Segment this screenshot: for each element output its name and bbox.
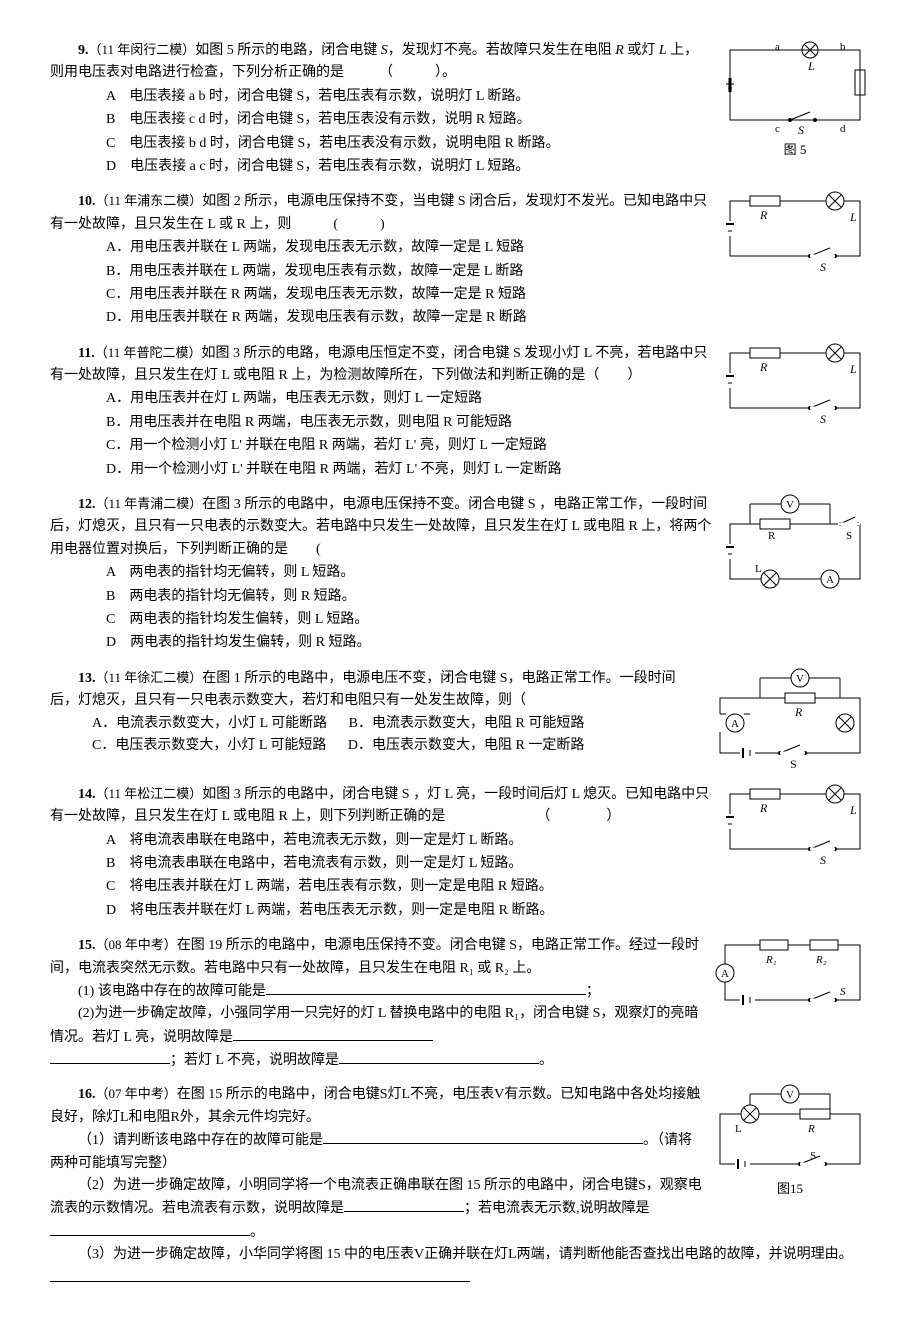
figure-q16: V L R S 图15	[710, 1084, 870, 1200]
svg-text:R: R	[768, 530, 776, 542]
svg-text:L: L	[849, 803, 857, 817]
label-c: c	[775, 123, 780, 135]
blank[interactable]	[50, 1267, 470, 1282]
q14-opt-D: D 将电压表并联在灯 L 两端，若电压表无示数，则一定是电阻 R 断路。	[106, 900, 870, 922]
svg-text:A: A	[721, 968, 729, 980]
question-11: R L S 11.（11 年普陀二模）如图 3 所示的电路，电源电压恒定不变，闭…	[50, 343, 870, 482]
figure-5: a b c d L R S 图 5	[720, 40, 870, 161]
blank[interactable]	[339, 1049, 539, 1064]
svg-text:R₁: R₁	[765, 954, 777, 966]
svg-text:R: R	[759, 360, 768, 374]
label-d: d	[840, 123, 846, 135]
q11-opt-D: D．用一个检测小灯 L' 并联在电阻 R 两端，若灯 L' 不亮，则灯 L 一定…	[106, 459, 870, 481]
svg-text:S: S	[810, 1150, 816, 1162]
blank[interactable]	[323, 1129, 643, 1144]
figure-q15: A R₁ R₂ S	[710, 935, 870, 1015]
svg-text:L: L	[735, 1123, 742, 1135]
q12-opt-D: D 两电表的指针均发生偏转，则 R 短路。	[106, 632, 870, 654]
label-L: L	[807, 59, 815, 73]
figure-q11: R L S	[720, 343, 870, 423]
question-15: A R₁ R₂ S 15.（08 年中考）在图 19 所示的电路中，电源电压保持…	[50, 935, 870, 1072]
blank[interactable]	[344, 1197, 464, 1212]
svg-text:L: L	[849, 210, 857, 224]
blank[interactable]	[50, 1221, 250, 1236]
q10-opt-C: C．用电压表并联在 R 两端，发现电压表无示数，故障一定是 R 短路	[106, 284, 870, 306]
label-a: a	[775, 41, 780, 53]
q10-opt-D: D．用电压表并联在 R 两端，发现电压表有示数，故障一定是 R 断路	[106, 307, 870, 329]
q13-opt-A: A．电流表示数变大，小灯 L 可能断路	[92, 713, 327, 735]
figure-15-caption: 图15	[710, 1179, 870, 1200]
svg-text:V: V	[786, 499, 794, 511]
label-S: S	[798, 123, 804, 137]
label-b: b	[840, 41, 846, 53]
question-9: a b c d L R S 图 5 9.（11 年闵行二模）如图 5 所示的电路…	[50, 40, 870, 179]
q13-opt-B: B．电流表示数变大，电阻 R 可能短路	[349, 713, 585, 735]
svg-text:R: R	[807, 1123, 815, 1135]
svg-text:A: A	[731, 718, 739, 730]
q13-opt-D: D．电压表示数变大，电阻 R 一定断路	[348, 735, 584, 757]
figure-q13: V R A S	[710, 668, 870, 768]
svg-text:S: S	[846, 530, 852, 542]
svg-text:V: V	[796, 673, 804, 685]
figure-q14: R L S	[720, 784, 870, 864]
label-R: R	[869, 74, 870, 88]
blank[interactable]	[266, 980, 586, 995]
q14-opt-C: C 将电压表并联在灯 L 两端，若电压表有示数，则一定是电阻 R 短路。	[106, 876, 870, 898]
blank[interactable]	[50, 1049, 170, 1064]
svg-text:R₂: R₂	[815, 954, 827, 966]
svg-text:L: L	[755, 563, 762, 575]
q16-sub3: （3）为进一步确定故障，小华同学将图 15 中的电压表V正确并联在灯L两端，请判…	[50, 1244, 870, 1290]
q13-opt-C: C．电压表示数变大，小灯 L 可能短路	[92, 735, 326, 757]
svg-text:S: S	[820, 412, 826, 423]
question-16: V L R S 图15 16.（07 年中考）在图 15 所示的电路中，闭合电键…	[50, 1084, 870, 1290]
svg-text:R: R	[794, 705, 803, 719]
question-12: V A R S L 12.（11 年青浦二模）在图 3 所示的电路中，电源电压保…	[50, 494, 870, 656]
question-10: R L S 10.（11 年浦东二模）如图 2 所示，电源电压保持不变，当电键 …	[50, 191, 870, 330]
figure-q12: V A R S L	[720, 494, 870, 594]
svg-text:S: S	[840, 986, 846, 998]
figure-q10: R L S	[720, 191, 870, 271]
svg-text:S: S	[790, 757, 797, 768]
svg-text:R: R	[759, 801, 768, 815]
svg-text:R: R	[759, 208, 768, 222]
figure-5-caption: 图 5	[720, 140, 870, 161]
q11-opt-C: C．用一个检测小灯 L' 并联在电阻 R 两端，若灯 L' 亮，则灯 L 一定短…	[106, 435, 870, 457]
svg-text:L: L	[849, 362, 857, 376]
question-13: V R A S 13.（11 年徐汇二模）在图 1 所示的电路中，电源电压不变，…	[50, 668, 870, 772]
svg-text:V: V	[786, 1089, 794, 1101]
svg-text:S: S	[820, 853, 826, 864]
svg-text:S: S	[820, 260, 826, 271]
blank[interactable]	[233, 1026, 433, 1041]
q12-opt-C: C 两电表的指针均发生偏转，则 L 短路。	[106, 609, 870, 631]
question-14: R L S 14.（11 年松江二模）如图 3 所示的电路中，闭合电键 S ，灯…	[50, 784, 870, 923]
svg-text:A: A	[826, 574, 834, 586]
